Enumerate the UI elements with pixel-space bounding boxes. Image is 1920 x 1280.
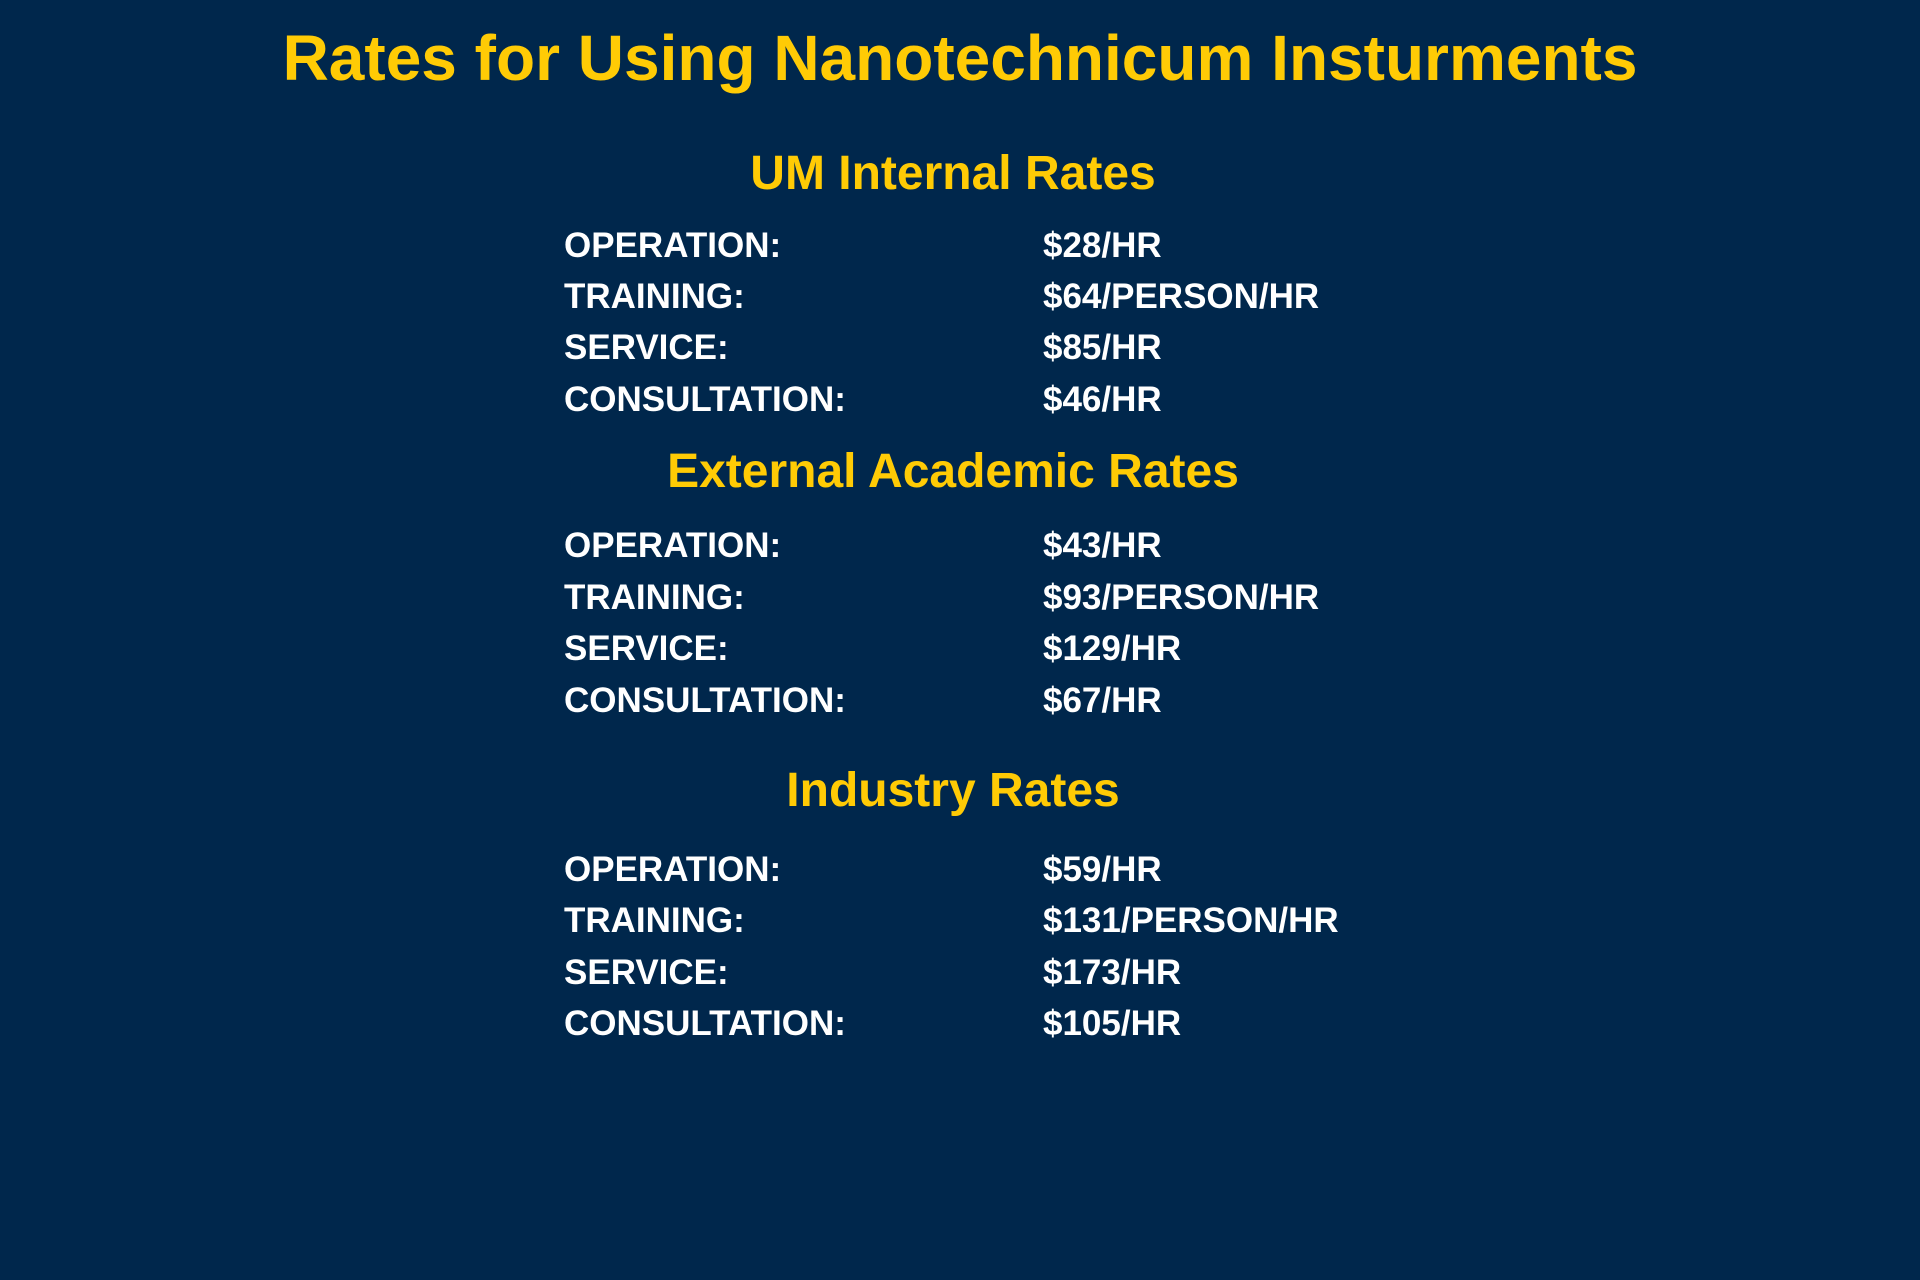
section-heading-industry: Industry Rates bbox=[786, 764, 1120, 817]
rate-value: $93/PERSON/HR bbox=[1043, 578, 1320, 617]
rate-row-academic-consultation: CONSULTATION: $67/HR bbox=[564, 679, 1464, 723]
rate-value: $64/PERSON/HR bbox=[1043, 277, 1320, 316]
page-title: Rates for Using Nanotechnicum Insturment… bbox=[282, 22, 1638, 94]
rate-row-academic-service: SERVICE: $129/HR bbox=[564, 627, 1464, 671]
rate-row-industry-consultation: CONSULTATION: $105/HR bbox=[564, 1002, 1464, 1046]
rate-label: TRAINING: bbox=[564, 901, 745, 940]
rate-row-industry-service: SERVICE: $173/HR bbox=[564, 951, 1464, 995]
rate-value: $105/HR bbox=[1043, 1004, 1182, 1043]
rate-label: OPERATION: bbox=[564, 226, 782, 265]
rate-value: $28/HR bbox=[1043, 226, 1162, 265]
rate-label: SERVICE: bbox=[564, 328, 729, 367]
rate-row-um-training: TRAINING: $64/PERSON/HR bbox=[564, 275, 1464, 319]
rate-value: $67/HR bbox=[1043, 681, 1162, 720]
rate-value: $131/PERSON/HR bbox=[1043, 901, 1339, 940]
rate-label: TRAINING: bbox=[564, 277, 745, 316]
rate-row-academic-training: TRAINING: $93/PERSON/HR bbox=[564, 576, 1464, 620]
rate-label: OPERATION: bbox=[564, 526, 782, 565]
rate-label: CONSULTATION: bbox=[564, 1004, 846, 1043]
rate-label: TRAINING: bbox=[564, 578, 745, 617]
rate-label: CONSULTATION: bbox=[564, 380, 846, 419]
rate-row-um-operation: OPERATION: $28/HR bbox=[564, 224, 1464, 268]
rate-value: $85/HR bbox=[1043, 328, 1162, 367]
rate-value: $173/HR bbox=[1043, 953, 1182, 992]
rate-value: $59/HR bbox=[1043, 850, 1162, 889]
rate-row-um-service: SERVICE: $85/HR bbox=[564, 326, 1464, 370]
rate-label: CONSULTATION: bbox=[564, 681, 846, 720]
rate-value: $129/HR bbox=[1043, 629, 1182, 668]
rate-label: SERVICE: bbox=[564, 629, 729, 668]
rate-row-industry-training: TRAINING: $131/PERSON/HR bbox=[564, 899, 1464, 943]
rate-row-industry-operation: OPERATION: $59/HR bbox=[564, 848, 1464, 892]
rate-value: $43/HR bbox=[1043, 526, 1162, 565]
section-heading-um-internal: UM Internal Rates bbox=[750, 147, 1156, 200]
rate-row-um-consultation: CONSULTATION: $46/HR bbox=[564, 378, 1464, 422]
section-heading-external-academic: External Academic Rates bbox=[667, 445, 1239, 498]
rate-label: SERVICE: bbox=[564, 953, 729, 992]
rate-label: OPERATION: bbox=[564, 850, 782, 889]
rate-value: $46/HR bbox=[1043, 380, 1162, 419]
rate-row-academic-operation: OPERATION: $43/HR bbox=[564, 524, 1464, 568]
